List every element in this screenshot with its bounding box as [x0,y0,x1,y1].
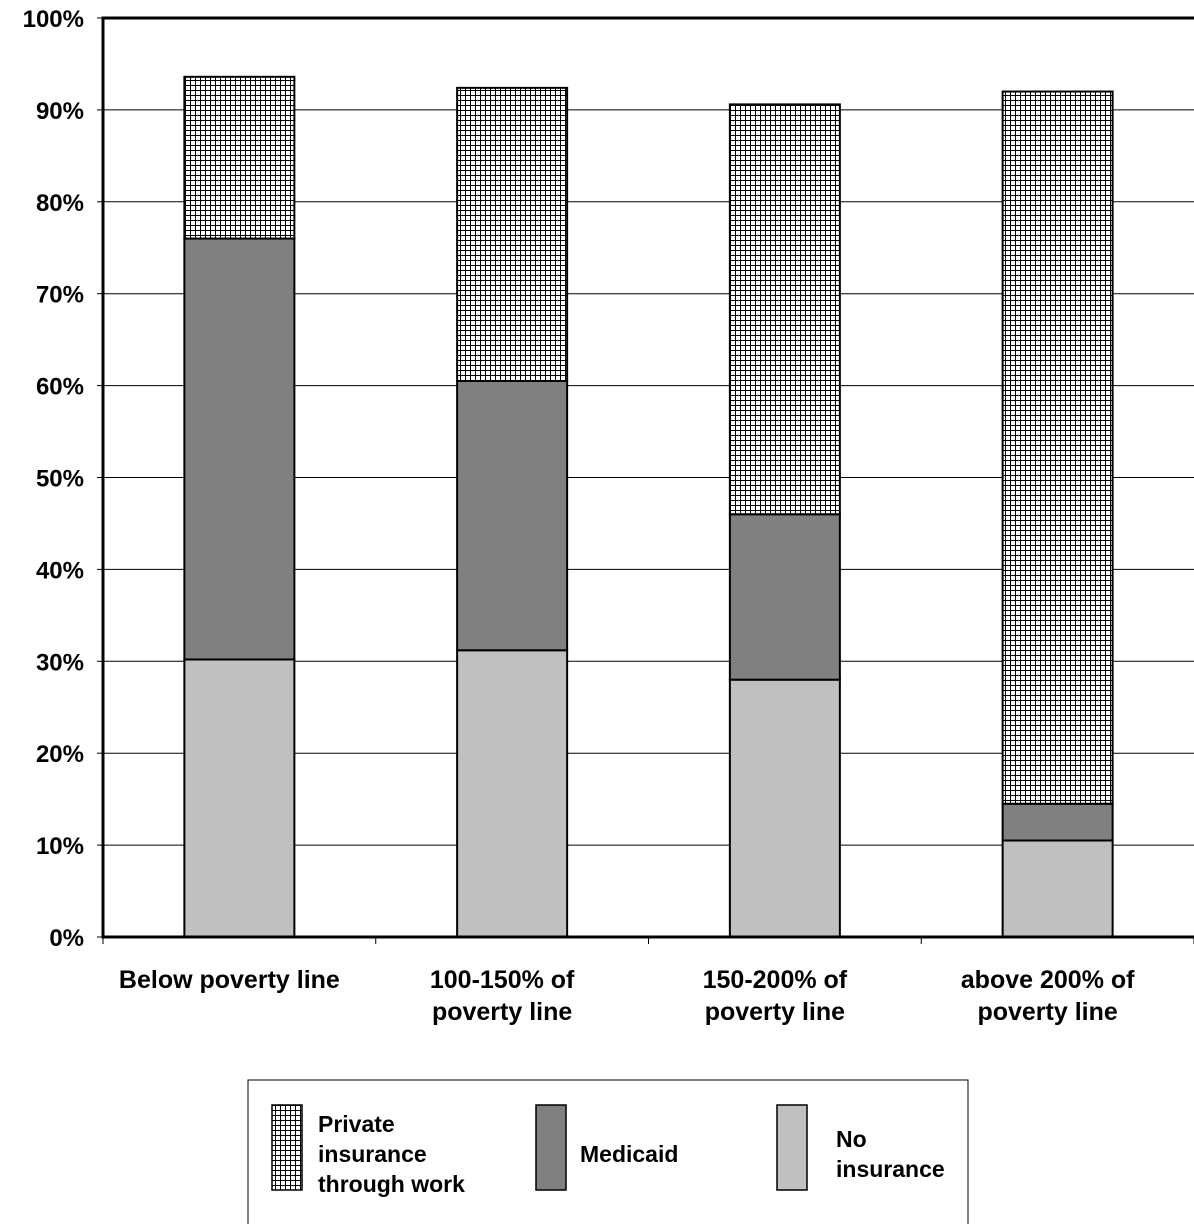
legend-swatch [776,1104,808,1191]
legend-swatch [535,1104,567,1191]
x-category-label: poverty line [977,998,1117,1026]
bar-segment [1001,839,1114,939]
y-tick-label: 50% [36,466,84,493]
y-tick-label: 10% [36,833,84,860]
y-tick-label: 0% [49,925,84,952]
x-category-label: poverty line [705,998,845,1026]
y-tick-label: 100% [23,6,84,33]
bar-segment [183,237,296,661]
axes [97,16,1194,944]
bar-segment [456,86,569,383]
legend-label: Medicaid [580,1141,678,1167]
y-tick-label: 20% [36,741,84,768]
bar-segment [728,103,841,516]
y-tick-label: 40% [36,557,84,584]
legend-label: insurance [836,1156,945,1182]
legend-label: through work [318,1171,465,1197]
x-category-label: 100-150% of [430,966,575,994]
legend-label: No [836,1126,867,1152]
bar-segment [456,649,569,938]
y-tick-label: 60% [36,374,84,401]
bar-segment [183,75,296,240]
bar-segment [183,658,296,938]
x-category-label: 150-200% of [703,966,848,994]
x-category-label: poverty line [432,998,572,1026]
legend: Private insurance through work Medicaid No in… [247,1079,969,1224]
legend-swatch [271,1104,303,1191]
bars [183,75,1114,939]
legend-box [247,1079,969,1224]
y-tick-labels: 0% 10% 20% 30% 40% 50% 60% 70% 80% 90% 100% [23,6,84,952]
legend-label: Private [318,1111,395,1137]
bar-segment [1001,90,1114,805]
bar-segment [1001,802,1114,842]
x-category-labels: Below poverty line 100-150% of poverty lin… [119,966,1135,1026]
y-tick-label: 90% [36,98,84,125]
bar-segment [728,513,841,681]
y-tick-label: 80% [36,190,84,217]
legend-label: insurance [318,1141,427,1167]
y-tick-label: 30% [36,649,84,676]
y-tick-label: 70% [36,282,84,309]
bar-segment [728,678,841,938]
x-category-label: Below poverty line [119,966,340,994]
bar-segment [456,380,569,652]
x-category-label: above 200% of [961,966,1135,994]
